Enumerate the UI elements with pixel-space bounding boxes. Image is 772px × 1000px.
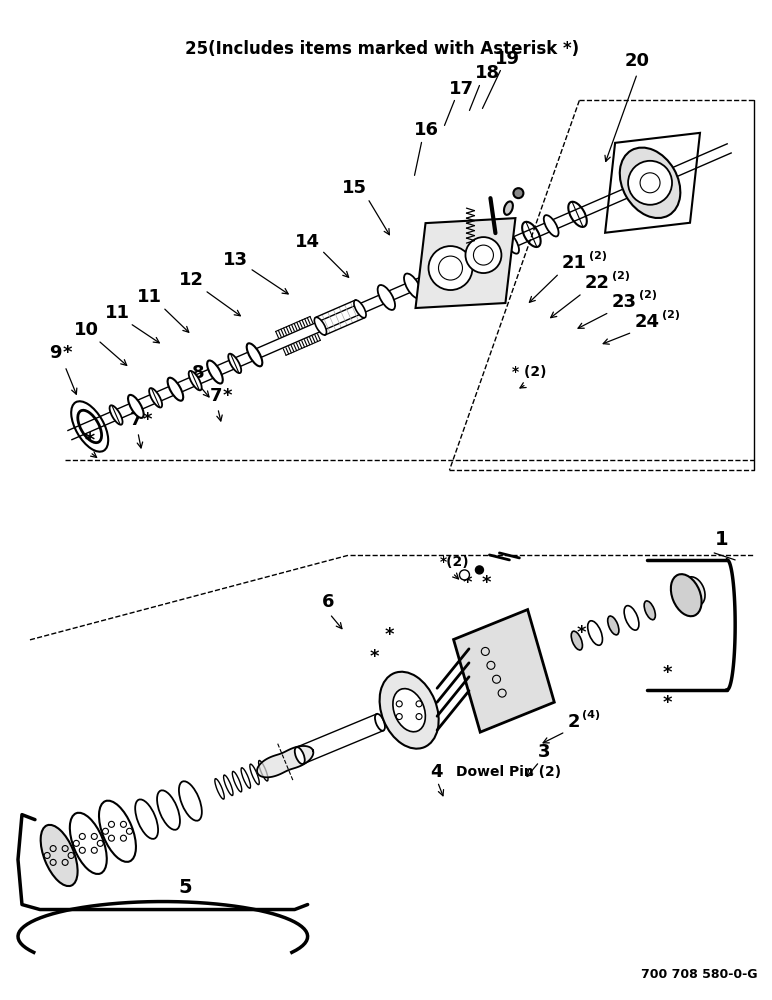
Ellipse shape xyxy=(620,148,680,218)
Polygon shape xyxy=(415,218,516,308)
Text: 3: 3 xyxy=(538,743,550,761)
Text: (2): (2) xyxy=(639,290,657,300)
Text: *: * xyxy=(462,574,472,592)
Ellipse shape xyxy=(504,201,513,215)
Text: 10: 10 xyxy=(74,321,100,339)
Text: 22: 22 xyxy=(584,274,609,292)
Text: *: * xyxy=(662,694,672,712)
Text: *: * xyxy=(63,344,72,362)
Text: *: * xyxy=(85,431,95,450)
Ellipse shape xyxy=(354,300,366,318)
Circle shape xyxy=(428,246,472,290)
Ellipse shape xyxy=(543,215,559,236)
Text: 7: 7 xyxy=(130,411,142,429)
Ellipse shape xyxy=(420,276,434,294)
Text: 4: 4 xyxy=(430,763,443,781)
Ellipse shape xyxy=(179,781,201,821)
Ellipse shape xyxy=(404,274,422,298)
Text: 25(Includes items marked with Asterisk *): 25(Includes items marked with Asterisk *… xyxy=(185,40,579,58)
Text: * (2): * (2) xyxy=(512,365,547,379)
Ellipse shape xyxy=(188,371,201,390)
Text: 24: 24 xyxy=(635,313,659,331)
Polygon shape xyxy=(257,746,313,777)
Ellipse shape xyxy=(41,825,78,886)
Text: 18: 18 xyxy=(475,64,500,82)
Ellipse shape xyxy=(128,395,144,418)
Ellipse shape xyxy=(69,813,107,874)
Text: 5: 5 xyxy=(178,878,191,897)
Circle shape xyxy=(513,188,523,198)
Text: 15: 15 xyxy=(342,179,367,197)
Ellipse shape xyxy=(247,343,262,366)
Circle shape xyxy=(476,566,483,574)
Ellipse shape xyxy=(378,285,395,310)
Text: 700 708 580-0-G: 700 708 580-0-G xyxy=(641,968,757,981)
Text: *: * xyxy=(482,574,491,592)
Ellipse shape xyxy=(489,236,504,254)
Text: 17: 17 xyxy=(449,80,474,98)
Text: 2: 2 xyxy=(567,713,580,731)
Ellipse shape xyxy=(149,388,162,408)
Circle shape xyxy=(459,570,469,580)
Text: *: * xyxy=(370,648,379,666)
Text: (2): (2) xyxy=(612,271,630,281)
Ellipse shape xyxy=(157,790,180,830)
Text: 12: 12 xyxy=(179,271,205,289)
Text: 8: 8 xyxy=(191,364,204,382)
Text: 7: 7 xyxy=(209,387,222,405)
Text: 16: 16 xyxy=(414,121,439,139)
Circle shape xyxy=(466,237,502,273)
Circle shape xyxy=(628,161,672,205)
Ellipse shape xyxy=(314,317,327,335)
Ellipse shape xyxy=(504,232,519,254)
Ellipse shape xyxy=(295,747,305,764)
Text: 23: 23 xyxy=(611,293,636,311)
Ellipse shape xyxy=(431,262,448,287)
Ellipse shape xyxy=(135,799,158,839)
Text: 19: 19 xyxy=(495,50,520,68)
Ellipse shape xyxy=(608,616,619,635)
Text: *: * xyxy=(223,387,232,405)
Ellipse shape xyxy=(393,689,425,732)
Polygon shape xyxy=(453,610,554,732)
Ellipse shape xyxy=(571,631,582,650)
Ellipse shape xyxy=(99,801,136,862)
Text: *: * xyxy=(384,626,394,644)
Text: (2): (2) xyxy=(589,251,608,261)
Ellipse shape xyxy=(380,672,438,749)
Ellipse shape xyxy=(671,574,702,616)
Ellipse shape xyxy=(207,360,223,384)
Text: 11: 11 xyxy=(105,304,130,322)
Text: 6: 6 xyxy=(321,593,334,611)
Text: (2): (2) xyxy=(662,310,680,320)
Ellipse shape xyxy=(644,601,655,620)
Ellipse shape xyxy=(229,354,241,373)
Text: (4): (4) xyxy=(582,710,601,720)
Text: 21: 21 xyxy=(561,254,587,272)
Text: 1: 1 xyxy=(714,530,728,549)
Text: *(2): *(2) xyxy=(440,555,469,569)
Ellipse shape xyxy=(168,378,183,401)
Text: *: * xyxy=(577,624,586,642)
Text: Dowel Pin (2): Dowel Pin (2) xyxy=(456,765,561,779)
Ellipse shape xyxy=(683,577,705,606)
Text: 20: 20 xyxy=(625,52,650,70)
Text: 13: 13 xyxy=(223,251,249,269)
Text: *: * xyxy=(662,664,672,682)
Text: *: * xyxy=(143,411,153,429)
Ellipse shape xyxy=(110,405,123,425)
Text: 11: 11 xyxy=(137,288,162,306)
Text: 14: 14 xyxy=(295,233,320,251)
Ellipse shape xyxy=(375,714,385,731)
Text: 9: 9 xyxy=(49,344,61,362)
